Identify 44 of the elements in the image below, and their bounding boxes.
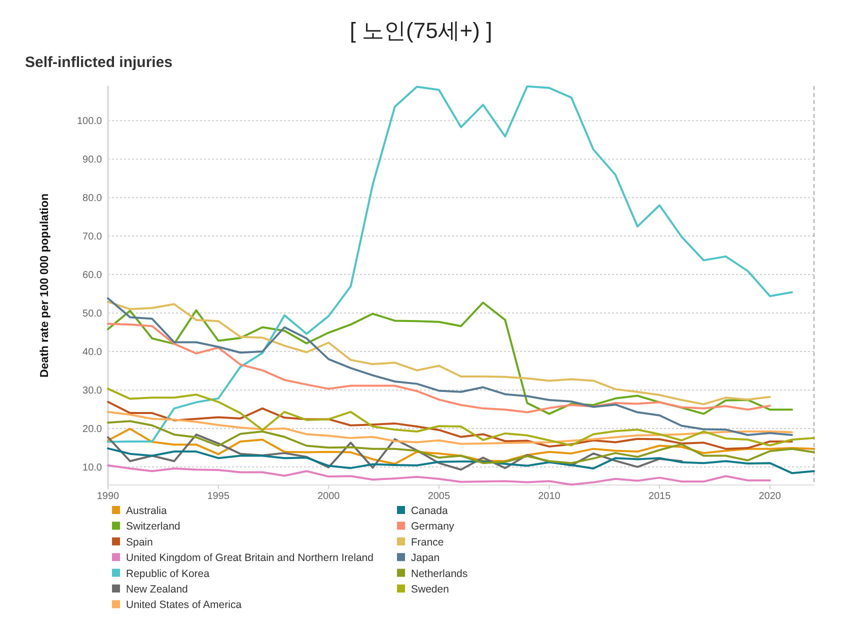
legend-label: United States of America <box>126 599 242 612</box>
x-tick-label: 1995 <box>207 491 230 502</box>
legend-label: Republic of Korea <box>126 568 210 580</box>
line-series <box>107 447 815 474</box>
y-tick-label: 20.0 <box>82 424 102 435</box>
line-series <box>107 428 815 465</box>
x-tick-label: 2015 <box>648 491 672 502</box>
legend-label: Australia <box>126 505 168 517</box>
legend-label: France <box>411 536 444 548</box>
y-tick-label: 90.0 <box>82 154 102 166</box>
y-tick-label: 70.0 <box>82 232 102 243</box>
line-series <box>107 322 771 414</box>
line-series <box>107 434 683 471</box>
line-series <box>107 85 793 443</box>
legend-label: Switzerland <box>126 520 180 533</box>
line-series <box>107 400 793 450</box>
y-tick-label: 50.0 <box>82 308 102 320</box>
legend-label: Netherlands <box>411 568 468 580</box>
legend-label: Japan <box>411 552 440 564</box>
line-series <box>107 410 793 445</box>
legend-label: New Zealand <box>126 584 188 596</box>
y-tick-label: 40.0 <box>82 346 102 358</box>
line-series <box>107 420 815 464</box>
y-tick-label: 60.0 <box>82 270 102 282</box>
y-tick-label: 80.0 <box>82 193 102 204</box>
x-tick-label: 2010 <box>538 491 561 502</box>
y-tick-label: 30.0 <box>82 385 102 396</box>
y-axis-title: Death rate per 100 000 population <box>39 193 51 378</box>
legend-label: Spain <box>126 536 154 548</box>
legend-label: Germany <box>411 520 455 533</box>
legend-label: Canada <box>411 505 448 517</box>
line-series <box>107 464 771 486</box>
x-tick-label: 2020 <box>758 491 782 502</box>
y-tick-label: 100.0 <box>76 116 102 128</box>
chart-title: [ 노인(75세+) ] <box>350 18 492 43</box>
line-series <box>107 297 793 436</box>
chart-subtitle: Self-inflicted injuries <box>25 54 173 71</box>
y-tick-label: 10.0 <box>82 462 102 474</box>
x-tick-label: 2005 <box>428 491 450 502</box>
line-series <box>107 388 815 446</box>
x-tick-label: 1990 <box>96 491 120 502</box>
legend-label: United Kingdom of Great Britain and Northern Ireland <box>126 552 374 564</box>
legend-label: Sweden <box>411 584 450 596</box>
x-tick-label: 2000 <box>318 491 340 502</box>
